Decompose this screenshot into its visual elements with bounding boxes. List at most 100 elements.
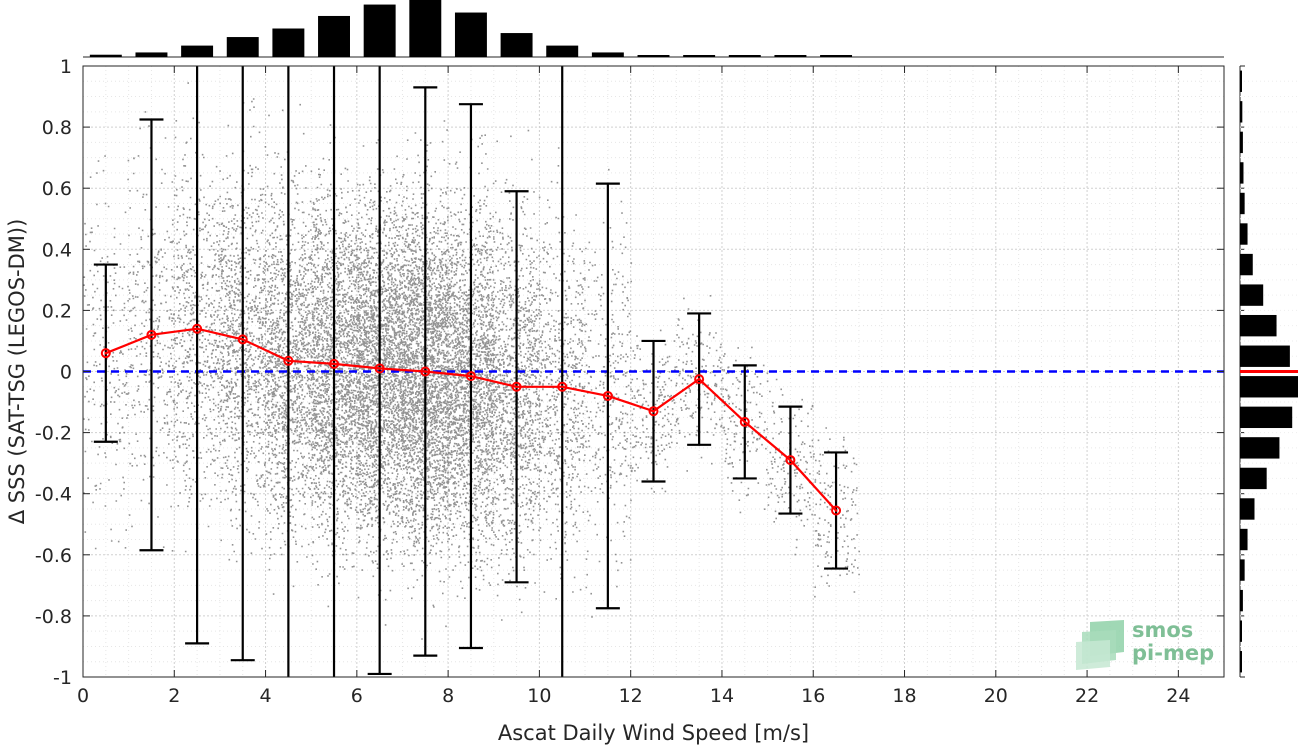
top-histogram-bar xyxy=(591,52,624,57)
mean-point-center xyxy=(652,409,655,413)
y-tick-label: -0.6 xyxy=(35,545,72,567)
right-histogram-bar xyxy=(1240,498,1255,520)
right-histogram-bar xyxy=(1240,559,1245,581)
mean-point-center xyxy=(606,394,610,398)
right-histogram-bar xyxy=(1240,376,1298,398)
top-histogram-bar xyxy=(683,55,716,57)
mean-point xyxy=(420,366,431,377)
mean-point xyxy=(602,390,613,401)
right-histogram-bar xyxy=(1240,284,1264,306)
x-axis-label: Ascat Daily Wind Speed [m/s] xyxy=(498,721,809,745)
top-histogram-bar xyxy=(774,55,807,57)
mean-point xyxy=(192,323,203,334)
right-histogram xyxy=(1239,65,1299,678)
right-histogram-bar xyxy=(1240,406,1293,429)
mean-point-center xyxy=(697,377,701,381)
mean-point-center xyxy=(789,458,792,462)
right-histogram-bar xyxy=(1240,467,1267,490)
mean-point-center xyxy=(378,367,381,370)
mean-point xyxy=(785,455,796,466)
right-histogram-bar xyxy=(1240,651,1242,673)
mean-point-center xyxy=(287,359,290,363)
mean-line xyxy=(100,323,842,516)
right-histogram-bar xyxy=(1240,437,1280,459)
x-tick-label: 6 xyxy=(351,685,363,707)
top-histogram-bar xyxy=(363,4,396,57)
mean-point xyxy=(465,371,476,382)
top-histogram-bar xyxy=(500,33,533,57)
right-histogram-bar xyxy=(1240,620,1242,642)
x-tick-label: 8 xyxy=(442,685,454,707)
right-histogram-bar xyxy=(1240,589,1243,612)
x-tick-label: 14 xyxy=(710,685,734,707)
mean-point-center xyxy=(195,327,199,331)
mean-point-center xyxy=(241,338,245,341)
mean-point xyxy=(329,358,340,369)
mean-point xyxy=(739,416,750,427)
y-tick-label: -0.8 xyxy=(35,606,72,628)
logo-line2: pi-mep xyxy=(1132,641,1214,665)
mean-point-center xyxy=(332,362,336,366)
y-axis-label: Δ SSS (SAT-TSG (LEGOS-DM)) xyxy=(5,219,29,525)
axes: 0 2 4 6 8 10 12 14 16 18 20 22 24-1-0.8-0.6-0.4-0.20… xyxy=(35,56,1224,707)
mean-point-center xyxy=(560,385,564,389)
mean-point xyxy=(283,355,294,366)
logo-mark-front xyxy=(1076,640,1110,670)
y-tick-label: 1 xyxy=(60,56,72,78)
x-tick-label: 20 xyxy=(984,685,1008,707)
x-tick-label: 0 xyxy=(77,685,89,707)
x-tick-label: 2 xyxy=(168,685,180,707)
y-tick-label: 0.8 xyxy=(42,117,72,139)
mean-point xyxy=(511,381,522,392)
y-tick-label: -0.2 xyxy=(35,423,72,445)
top-histogram-bar xyxy=(454,12,487,57)
top-histogram-bar xyxy=(728,55,761,57)
mean-point-center xyxy=(150,333,153,337)
mean-point-center xyxy=(515,385,518,389)
logo-line1: smos xyxy=(1132,618,1193,642)
y-tick-label: 0.4 xyxy=(42,239,72,261)
mean-point xyxy=(648,406,659,417)
x-tick-label: 10 xyxy=(527,685,551,707)
right-histogram-bar xyxy=(1240,314,1277,337)
y-tick-label: -1 xyxy=(53,667,72,689)
y-tick-label: 0.6 xyxy=(42,178,72,200)
right-histogram-bar xyxy=(1240,253,1253,276)
mean-point-center xyxy=(424,370,427,373)
smos-pimep-logo: smos pi-mep xyxy=(1076,618,1214,670)
mean-point xyxy=(237,334,248,345)
right-histogram-bar xyxy=(1240,101,1243,123)
mean-point-center xyxy=(743,420,747,424)
x-tick-label: 24 xyxy=(1166,685,1190,707)
top-histogram-bar xyxy=(135,52,168,57)
mean-point xyxy=(831,505,842,516)
mean-point xyxy=(146,329,157,340)
right-histogram-bar xyxy=(1240,192,1245,215)
x-tick-label: 18 xyxy=(892,685,916,707)
top-histogram xyxy=(83,0,1224,58)
mean-point-center xyxy=(469,374,473,378)
top-histogram-bar xyxy=(226,37,259,57)
x-tick-label: 4 xyxy=(260,685,272,707)
right-histogram-bar xyxy=(1240,162,1244,184)
top-histogram-bar xyxy=(89,54,122,57)
right-histogram-bar xyxy=(1240,528,1248,551)
top-histogram-bar xyxy=(820,55,853,57)
top-histogram-bar xyxy=(318,15,350,58)
right-histogram-bar xyxy=(1240,70,1242,92)
mean-point xyxy=(374,363,385,374)
top-histogram-bar xyxy=(181,45,214,57)
y-tick-label: -0.4 xyxy=(35,484,72,506)
mean-point-center xyxy=(834,509,838,512)
top-histogram-bar xyxy=(272,28,305,57)
right-histogram-bar xyxy=(1240,131,1243,154)
x-tick-label: 16 xyxy=(801,685,825,707)
x-tick-label: 22 xyxy=(1075,685,1099,707)
top-histogram-bar xyxy=(409,0,442,57)
y-tick-label: 0 xyxy=(60,362,72,384)
mean-point-center xyxy=(104,351,108,355)
mean-point xyxy=(557,381,568,392)
right-histogram-bar xyxy=(1240,223,1248,245)
top-histogram-bar xyxy=(637,55,670,57)
